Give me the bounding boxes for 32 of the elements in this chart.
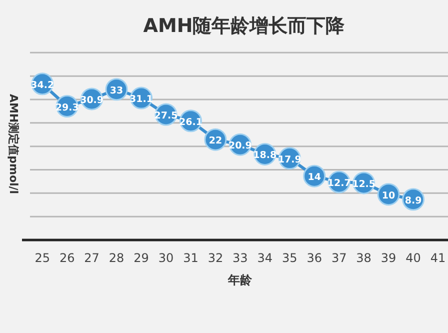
y-axis-title: AMH测定值pmol/l <box>7 94 20 194</box>
x-tick-label: 26 <box>59 251 75 265</box>
x-tick-label: 37 <box>331 251 347 265</box>
x-tick-label: 34 <box>257 251 273 265</box>
x-tick-label: 32 <box>208 251 224 265</box>
data-label: 14 <box>308 172 322 184</box>
data-label: 33 <box>110 85 124 96</box>
x-tick-label: 40 <box>406 251 421 265</box>
x-tick-label: 41 <box>430 251 446 265</box>
x-tick-label: 31 <box>183 251 198 265</box>
data-label: 29.3 <box>55 102 79 114</box>
x-tick-label: 27 <box>84 251 100 265</box>
data-label: 27.5 <box>154 110 178 122</box>
data-label: 22 <box>208 136 222 147</box>
x-tick-label: 33 <box>232 251 248 265</box>
x-tick-label: 39 <box>380 251 396 265</box>
x-tick-label: 29 <box>134 251 149 265</box>
x-tick-label: 36 <box>306 251 322 265</box>
x-axis-title: 年龄 <box>227 273 254 287</box>
x-tick-label: 25 <box>34 251 50 265</box>
x-tick-label: 30 <box>158 251 174 265</box>
x-tick-label: 35 <box>282 251 298 265</box>
data-label: 12.5 <box>352 178 376 190</box>
data-label: 12.7 <box>327 178 351 190</box>
x-tick-label: 28 <box>108 251 124 265</box>
data-label: 18.8 <box>253 150 278 162</box>
data-label: 31.1 <box>130 94 153 106</box>
data-label: 8.9 <box>404 195 422 206</box>
chart-title: AMH随年龄增长而下降 <box>143 15 346 37</box>
data-label: 30.9 <box>80 94 104 106</box>
x-tick-label: 38 <box>356 251 372 265</box>
data-label: 10 <box>382 190 396 202</box>
